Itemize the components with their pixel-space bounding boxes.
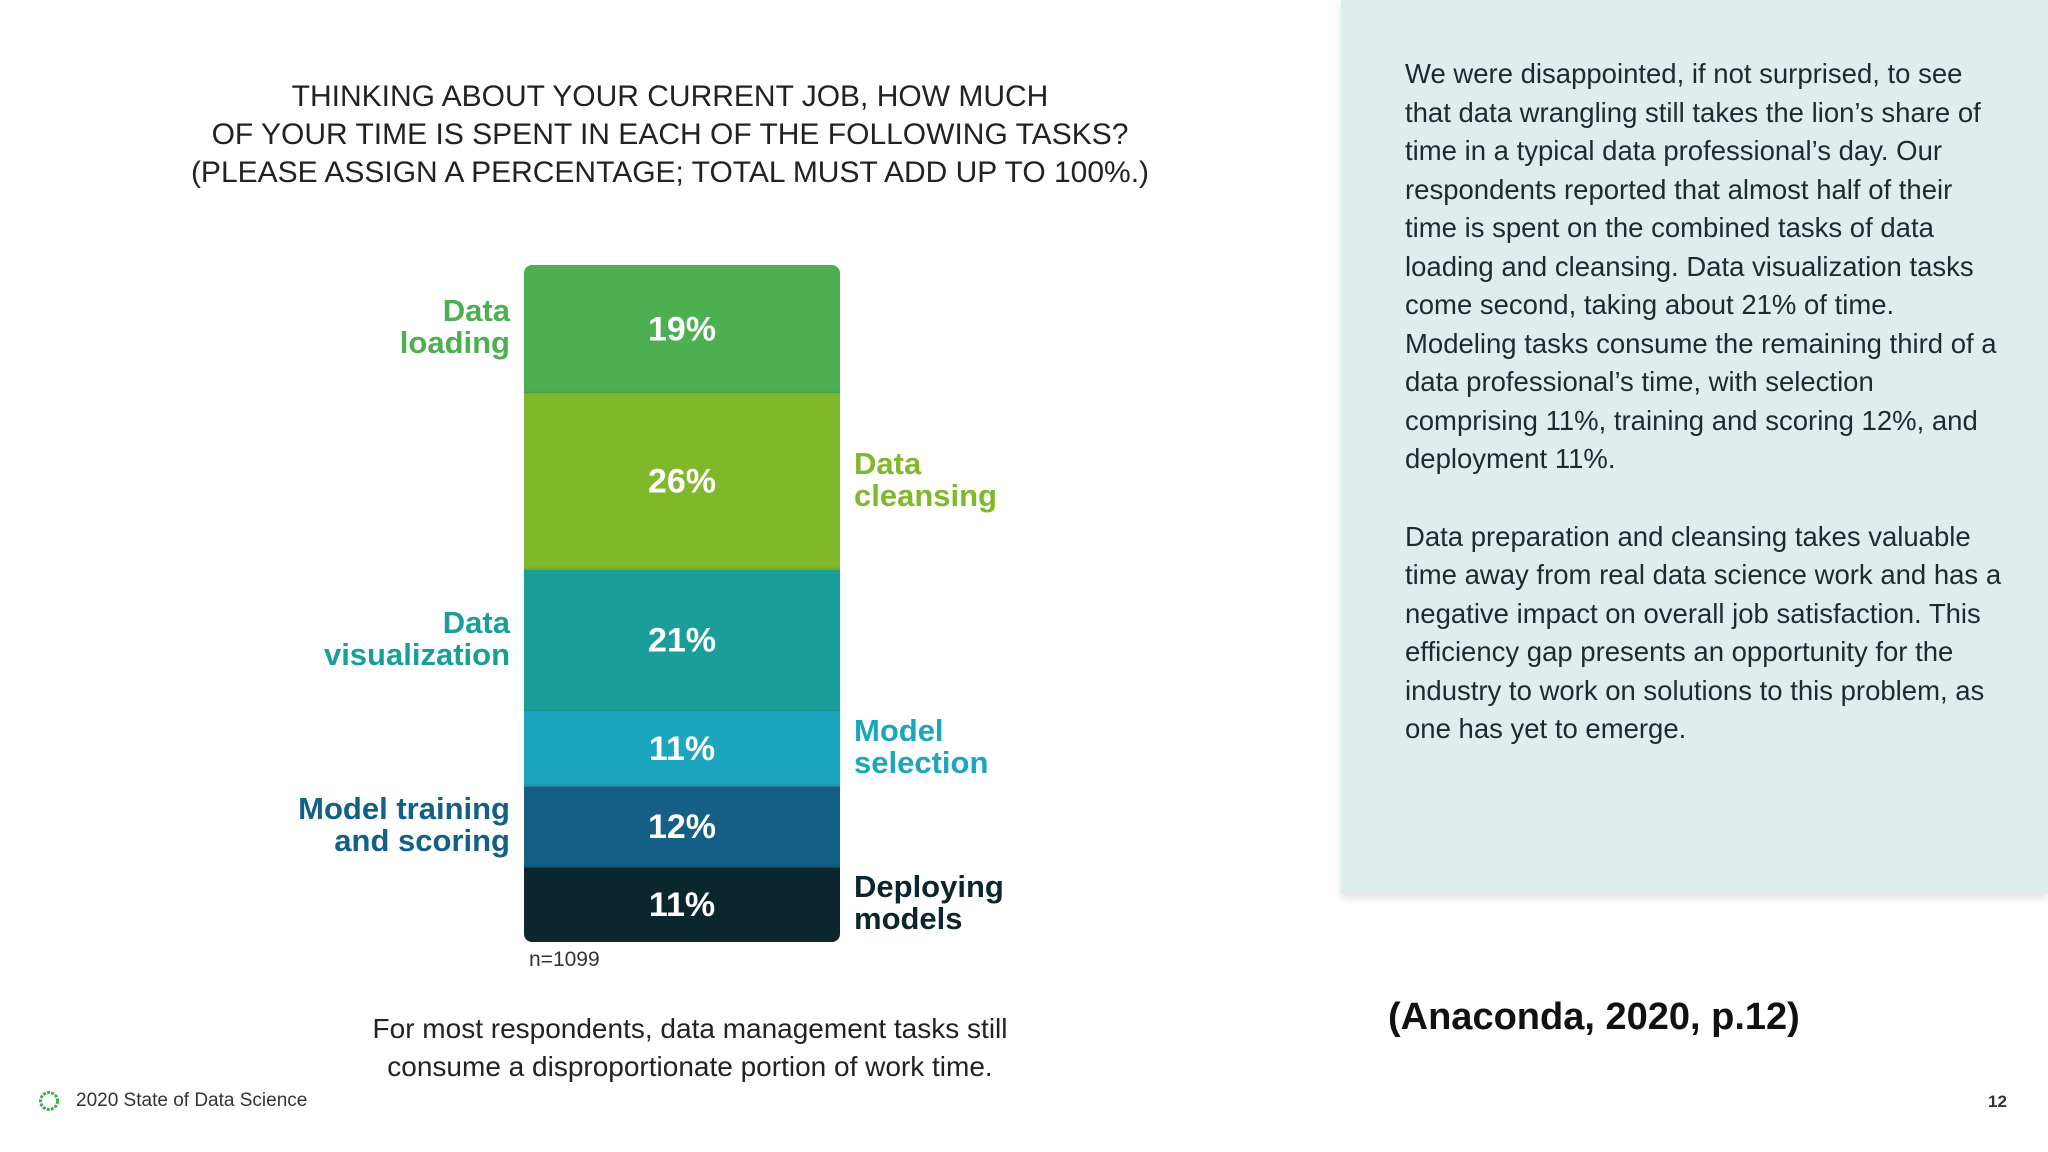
question-line: OF YOUR TIME IS SPENT IN EACH OF THE FOL… xyxy=(211,118,1129,151)
commentary-paragraph: Data preparation and cleansing takes val… xyxy=(1405,520,2002,745)
commentary-panel xyxy=(1341,0,2048,894)
sample-size-label: n=1099 xyxy=(529,948,600,971)
category-label-line: and scoring xyxy=(334,822,510,858)
bar-category-label: Data cleansing xyxy=(854,445,997,513)
bar-segment xyxy=(524,867,840,942)
bar-value-label: 11% xyxy=(649,886,715,924)
category-label-line: visualization xyxy=(323,636,510,672)
page-number: 12 xyxy=(1988,1092,2007,1111)
category-label-line: Data xyxy=(442,604,510,640)
bar-category-label: Model selection xyxy=(854,715,988,779)
category-label-line: cleansing xyxy=(854,477,997,513)
bar-value-label: 19% xyxy=(648,310,716,348)
bar-segment xyxy=(524,265,840,394)
bar-category-label: Model training and scoring xyxy=(298,790,510,858)
commentary-paragraph: We were disappointed, if not surprised, … xyxy=(1405,58,1997,474)
anaconda-ring-icon xyxy=(39,1091,59,1111)
chart-caption: For most respondents, data management ta… xyxy=(300,1010,1080,1086)
category-label-line: selection xyxy=(854,745,989,781)
bar-category-label: Data visualization xyxy=(323,604,510,672)
citation: (Anaconda, 2020, p.12) xyxy=(1388,996,1800,1038)
category-label-line: Data xyxy=(442,293,510,329)
bar-value-label: 21% xyxy=(648,622,716,660)
bar-segment xyxy=(524,393,840,570)
commentary-text: We were disappointed, if not surprised, … xyxy=(1405,55,2005,788)
question-line: THINKING ABOUT YOUR CURRENT JOB, HOW MUC… xyxy=(291,80,1049,113)
bar-stack xyxy=(524,265,840,942)
chart-question: THINKING ABOUT YOUR CURRENT JOB, HOW MUC… xyxy=(140,78,1200,192)
caption-line: For most respondents, data management ta… xyxy=(372,1013,1008,1044)
bar-value-label: 11% xyxy=(649,730,715,768)
bar-value-label: 26% xyxy=(648,463,716,501)
category-label-line: Deploying xyxy=(854,868,1004,904)
bar-category-label: Data loading xyxy=(400,295,510,359)
category-label-line: Model xyxy=(854,713,944,749)
category-label-line: Model training xyxy=(298,790,510,826)
bar-segment xyxy=(524,569,840,712)
question-line: (PLEASE ASSIGN A PERCENTAGE; TOTAL MUST … xyxy=(190,156,1150,189)
report-title: 2020 State of Data Science xyxy=(76,1090,308,1111)
bar-segment xyxy=(524,711,840,787)
category-label-line: loading xyxy=(399,325,510,361)
bar-category-label: Deploying models xyxy=(854,868,1004,936)
category-label-line: Data xyxy=(854,445,922,481)
bar-segment xyxy=(524,786,840,868)
caption-line: consume a disproportionate portion of wo… xyxy=(387,1051,993,1082)
category-label-line: models xyxy=(854,900,963,936)
bar-value-label: 12% xyxy=(648,808,716,846)
